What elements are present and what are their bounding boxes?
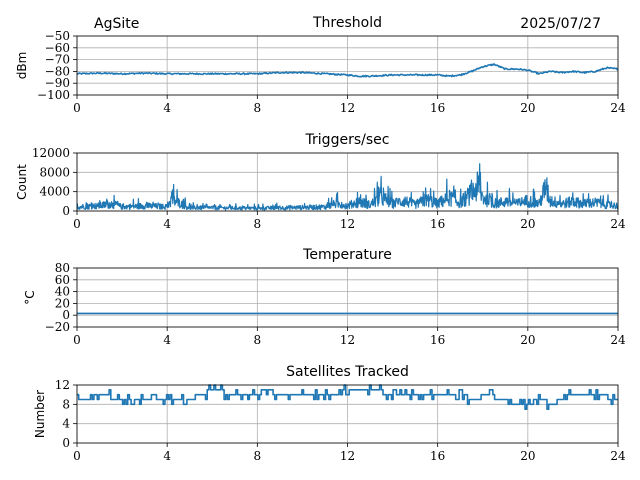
satellites-series-line <box>77 384 618 410</box>
y-tick-label: 4 <box>62 417 70 431</box>
x-tick-label: 0 <box>73 217 81 231</box>
x-tick-label: 8 <box>254 333 262 347</box>
satellites-panel: 0 4 8 12 16 20 24 0 4 8 12 Satellites Tracked Number <box>33 364 626 463</box>
x-tick-label: 16 <box>430 449 445 463</box>
x-tick-label: 24 <box>610 101 626 115</box>
y-tick-label: 4000 <box>39 185 70 199</box>
x-tick-label: 12 <box>340 101 355 115</box>
y-tick-label: 12000 <box>32 146 70 160</box>
x-tick-label: 24 <box>610 449 626 463</box>
y-tick-label: 60 <box>55 273 70 287</box>
x-tick-label: 4 <box>163 449 171 463</box>
x-tick-label: 4 <box>163 333 171 347</box>
x-tick-label: 8 <box>254 101 262 115</box>
y-tick-label: −60 <box>45 41 70 55</box>
y-tick-label: −50 <box>45 29 70 43</box>
x-tick-label: 8 <box>254 217 262 231</box>
x-tick-label: 20 <box>520 449 535 463</box>
threshold-ylabel: dBm <box>15 52 29 80</box>
triggers-ylabel: Count <box>15 164 29 200</box>
x-tick-label: 4 <box>163 101 171 115</box>
x-tick-label: 12 <box>340 449 355 463</box>
y-tick-label: −20 <box>45 320 70 334</box>
date-label: 2025/07/27 <box>520 16 601 32</box>
triggers-title: Triggers/sec <box>305 132 390 148</box>
y-tick-label: 12 <box>55 378 70 392</box>
y-tick-label: 8000 <box>39 165 70 179</box>
y-tick-label: −80 <box>45 64 70 78</box>
y-tick-label: 40 <box>55 285 70 299</box>
x-tick-label: 0 <box>73 333 81 347</box>
y-tick-label: −100 <box>37 88 70 102</box>
y-tick-label: 80 <box>55 261 70 275</box>
x-tick-label: 24 <box>610 333 626 347</box>
x-tick-label: 20 <box>520 333 535 347</box>
y-tick-label: −90 <box>45 76 70 90</box>
y-tick-label: 0 <box>62 436 70 450</box>
x-tick-label: 20 <box>520 217 535 231</box>
temperature-ylabel: °C <box>23 290 37 304</box>
triggers-panel: 0 4 8 12 16 20 24 0 4000 8000 12000 Triggers/sec Cou… <box>15 132 626 231</box>
x-tick-label: 16 <box>430 333 445 347</box>
y-tick-label: 0 <box>62 204 70 218</box>
x-tick-label: 16 <box>430 217 445 231</box>
y-tick-label: 20 <box>55 296 70 310</box>
temperature-title: Temperature <box>302 247 392 263</box>
x-tick-label: 16 <box>430 101 445 115</box>
x-tick-label: 20 <box>520 101 535 115</box>
x-tick-label: 4 <box>163 217 171 231</box>
y-tick-label: −70 <box>45 53 70 67</box>
threshold-title: Threshold <box>312 15 382 31</box>
x-tick-label: 0 <box>73 449 81 463</box>
satellites-title: Satellites Tracked <box>286 364 409 380</box>
satellites-ylabel: Number <box>33 390 47 438</box>
site-label: AgSite <box>94 16 139 32</box>
threshold-panel: 0 4 8 12 16 20 24 −100−90−80−70−60−50 Threshold d… <box>15 15 626 115</box>
x-tick-label: 8 <box>254 449 262 463</box>
x-tick-label: 12 <box>340 217 355 231</box>
threshold-series-line <box>76 63 618 78</box>
x-tick-label: 12 <box>340 333 355 347</box>
triggers-series-line <box>76 163 619 211</box>
x-tick-label: 0 <box>73 101 81 115</box>
y-tick-label: 8 <box>62 397 70 411</box>
y-tick-label: 0 <box>62 308 70 322</box>
x-tick-label: 24 <box>610 217 626 231</box>
